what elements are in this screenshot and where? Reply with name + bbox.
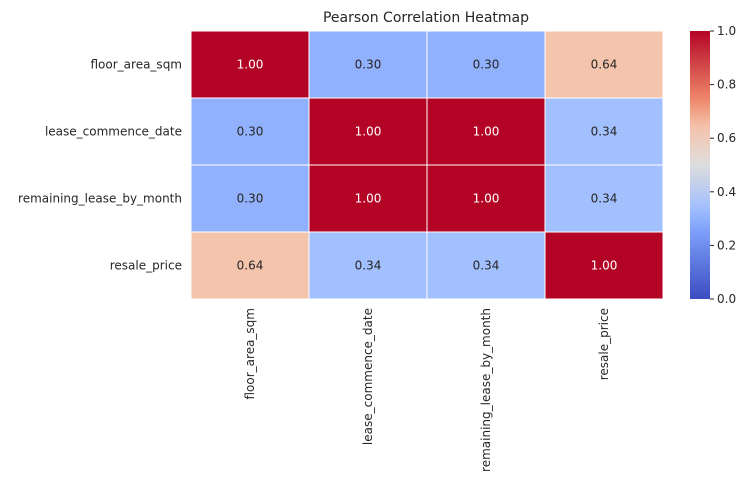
cell-value-label: 0.30 xyxy=(237,125,264,139)
cell-value-label: 1.00 xyxy=(355,192,382,206)
colorbar-tick-label: 1.0 xyxy=(717,24,736,38)
colorbar-tick-label: 0.4 xyxy=(717,185,736,199)
row-tick-label: resale_price xyxy=(110,259,182,273)
cell-value-label: 1.00 xyxy=(473,125,500,139)
row-tick-label: remaining_lease_by_month xyxy=(18,192,182,206)
heatmap-cell xyxy=(426,30,546,99)
colorbar-tick-label: 0.2 xyxy=(717,238,736,252)
cell-value-label: 0.30 xyxy=(237,192,264,206)
column-tick-label: lease_commence_date xyxy=(361,308,375,445)
column-tick-label: remaining_lease_by_month xyxy=(479,308,493,472)
heatmap-cell xyxy=(190,231,310,300)
row-tick-labels: floor_area_sqm lease_commence_dateremaini… xyxy=(18,58,182,273)
column-tick-label: floor_area_sqm xyxy=(243,308,257,400)
colorbar-tick-label: 0.0 xyxy=(717,292,736,306)
cell-value-label: 1.00 xyxy=(473,192,500,206)
cell-value-label: 1.00 xyxy=(355,125,382,139)
heatmap-cell xyxy=(544,97,664,166)
cell-value-label: 0.30 xyxy=(473,58,500,72)
heatmap-cell xyxy=(308,164,428,233)
heatmap-cell xyxy=(544,164,664,233)
heatmap-cell xyxy=(190,30,310,99)
heatmap-cell xyxy=(308,231,428,300)
heatmap-cells xyxy=(190,30,664,300)
cell-value-label: 0.34 xyxy=(591,192,618,206)
column-tick-labels: floor_area_sqm lease_commence_date remaini… xyxy=(243,308,611,472)
cell-value-label: 0.34 xyxy=(473,259,500,273)
cell-value-label: 0.30 xyxy=(355,58,382,72)
cell-value-label: 1.00 xyxy=(237,58,264,72)
heatmap-cell-labels: 1.00 0.30 0.30 0.64 0.30 1.00 1.00 0.34 0.30 1.00… xyxy=(237,58,618,273)
heatmap-cell xyxy=(190,97,310,166)
cell-value-label: 0.64 xyxy=(591,58,618,72)
heatmap-cell xyxy=(544,231,664,300)
cell-value-label: 1.00 xyxy=(591,259,618,273)
colorbar-gradient xyxy=(690,31,710,299)
cell-value-label: 0.34 xyxy=(355,259,382,273)
heatmap-cell xyxy=(308,30,428,99)
colorbar: 0.0 0.2 0.4 0.6 0.8 1.0 xyxy=(690,24,736,306)
colorbar-tick-label: 0.8 xyxy=(717,78,736,92)
cell-value-label: 0.34 xyxy=(591,125,618,139)
heatmap-cell xyxy=(308,97,428,166)
heatmap-cell xyxy=(544,30,664,99)
row-tick-label: floor_area_sqm xyxy=(91,58,183,72)
chart-title: Pearson Correlation Heatmap xyxy=(323,10,529,26)
row-tick-label: lease_commence_date xyxy=(45,125,182,139)
column-tick-label: resale_price xyxy=(597,308,611,380)
cell-value-label: 0.64 xyxy=(237,259,264,273)
colorbar-tick-label: 0.6 xyxy=(717,131,736,145)
